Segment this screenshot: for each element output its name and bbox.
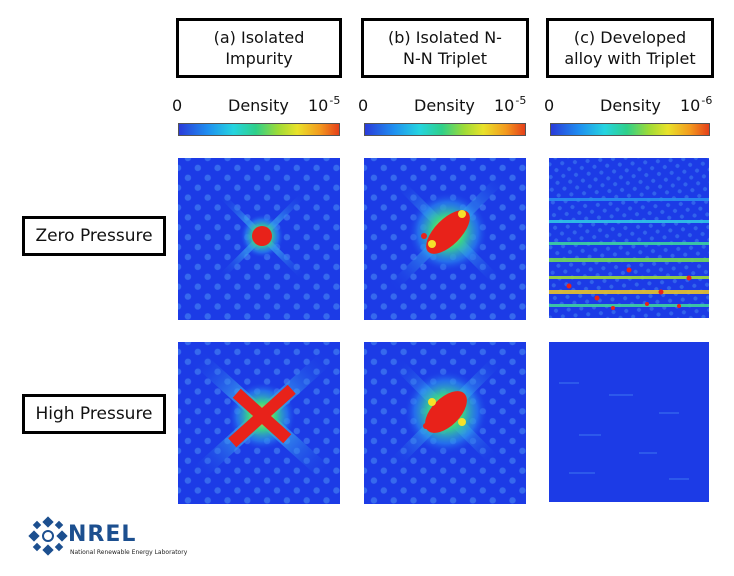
nrel-logo-name: NREL bbox=[68, 522, 137, 547]
scale-max-exp: -5 bbox=[329, 94, 341, 107]
density-map-zero-pressure-triplet bbox=[364, 158, 526, 320]
scale-min: 0 bbox=[172, 96, 183, 115]
scale-min: 0 bbox=[544, 96, 555, 115]
column-title-isolated-triplet: (b) Isolated N-N-N Triplet bbox=[361, 18, 529, 78]
scale-label: Density bbox=[600, 96, 661, 115]
density-scale-b: 0 Density 10-5 bbox=[356, 94, 536, 116]
scale-max-exp: -6 bbox=[701, 94, 713, 107]
row-label-high-pressure: High Pressure bbox=[22, 394, 166, 434]
row-label-text: High Pressure bbox=[35, 404, 153, 424]
density-map-zero-pressure-impurity bbox=[178, 158, 340, 320]
scale-max-exp: -5 bbox=[515, 94, 527, 107]
row-label-text: Zero Pressure bbox=[35, 226, 153, 246]
scale-label: Density bbox=[414, 96, 475, 115]
density-map-high-pressure-alloy bbox=[549, 342, 709, 502]
scale-max-base: 10 bbox=[494, 96, 515, 115]
scale-label: Density bbox=[228, 96, 289, 115]
nrel-logo-subtitle: National Renewable Energy Laboratory bbox=[70, 549, 188, 556]
density-scale-a: 0 Density 10-5 bbox=[170, 94, 350, 116]
column-title-text: (c) Developed alloy with Triplet bbox=[564, 28, 696, 68]
colorbar-a bbox=[178, 123, 340, 136]
nrel-logo: NREL National Renewable Energy Laborator… bbox=[28, 516, 187, 560]
density-map-high-pressure-impurity bbox=[178, 342, 340, 504]
nrel-emblem-icon bbox=[28, 516, 68, 556]
scale-min: 0 bbox=[358, 96, 369, 115]
scale-max: 10-5 bbox=[494, 94, 527, 115]
column-title-text: (a) Isolated Impurity bbox=[213, 28, 305, 68]
scale-max-base: 10 bbox=[308, 96, 329, 115]
density-map-zero-pressure-alloy bbox=[549, 158, 709, 318]
column-title-isolated-impurity: (a) Isolated Impurity bbox=[176, 18, 342, 78]
scale-max: 10-6 bbox=[680, 94, 713, 115]
scale-max: 10-5 bbox=[308, 94, 341, 115]
column-title-text: (b) Isolated N-N-N Triplet bbox=[388, 28, 502, 68]
colorbar-b bbox=[364, 123, 526, 136]
density-map-high-pressure-triplet bbox=[364, 342, 526, 504]
density-scale-c: 0 Density 10-6 bbox=[542, 94, 727, 116]
row-label-zero-pressure: Zero Pressure bbox=[22, 216, 166, 256]
scale-max-base: 10 bbox=[680, 96, 701, 115]
colorbar-c bbox=[550, 123, 710, 136]
column-title-developed-alloy: (c) Developed alloy with Triplet bbox=[546, 18, 714, 78]
